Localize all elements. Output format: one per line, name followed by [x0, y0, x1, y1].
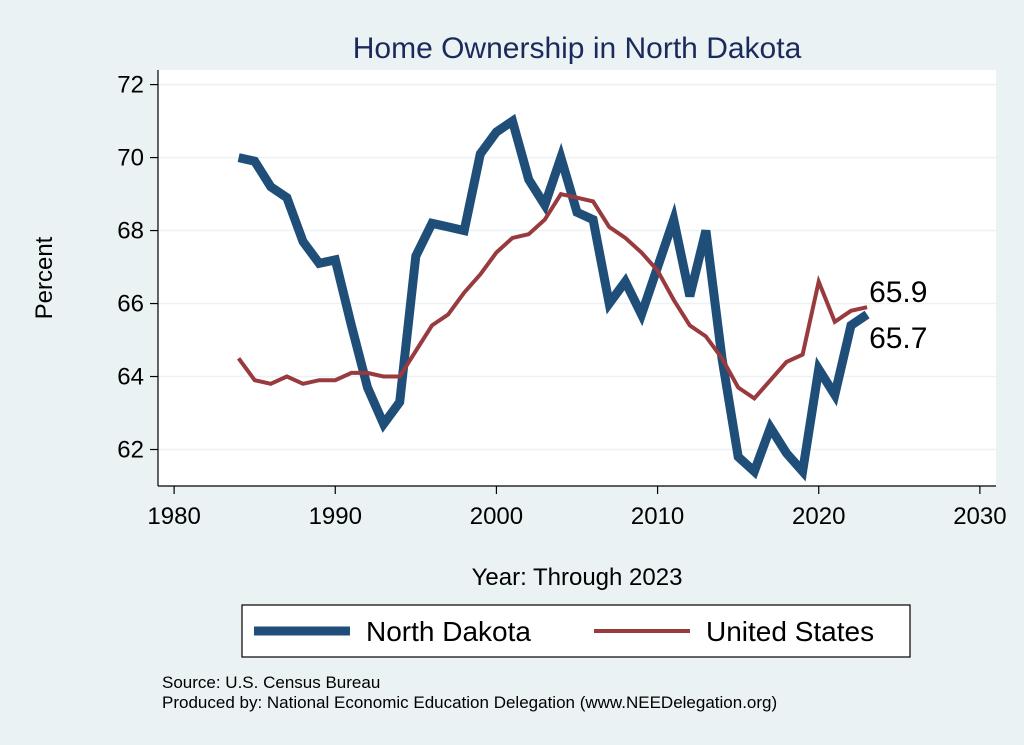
x-tick-label: 2000: [470, 503, 523, 530]
y-tick-label: 62: [117, 437, 144, 464]
series-line-united-states: [236, 191, 868, 402]
end-label-north-dakota: 65.7: [869, 322, 927, 355]
y-axis-title: Percent: [31, 236, 58, 319]
legend-label-united-states: United States: [706, 616, 874, 647]
y-tick-label: 66: [117, 291, 144, 318]
producer-note: Produced by: National Economic Education…: [162, 693, 777, 712]
y-tick-label: 72: [117, 72, 144, 99]
x-axis-title: Year: Through 2023: [472, 564, 683, 591]
legend-box: [241, 604, 911, 658]
x-tick-label: 2020: [792, 503, 845, 530]
x-tick-label: 2010: [631, 503, 684, 530]
y-tick-label: 64: [117, 364, 144, 391]
x-tick-label: 1980: [147, 503, 200, 530]
series-lines: [236, 113, 870, 482]
end-labels: 65.9 65.7: [869, 276, 927, 355]
x-tick-label: 1990: [309, 503, 362, 530]
source-note: Source: U.S. Census Bureau: [162, 673, 380, 692]
x-tick-label: 2030: [953, 503, 1006, 530]
series-line-north-dakota: [237, 113, 870, 482]
end-label-united-states: 65.9: [869, 276, 927, 309]
legend: North Dakota United States: [241, 604, 911, 658]
y-tick-label: 68: [117, 218, 144, 245]
legend-label-north-dakota: North Dakota: [366, 616, 531, 647]
y-tick-label: 70: [117, 145, 144, 172]
axes: 62 64 66 68 70 72 1980 1990 2000 2010 2020 2030: [117, 70, 1007, 530]
chart-title: Home Ownership in North Dakota: [353, 32, 802, 65]
plot-area: [158, 70, 996, 486]
